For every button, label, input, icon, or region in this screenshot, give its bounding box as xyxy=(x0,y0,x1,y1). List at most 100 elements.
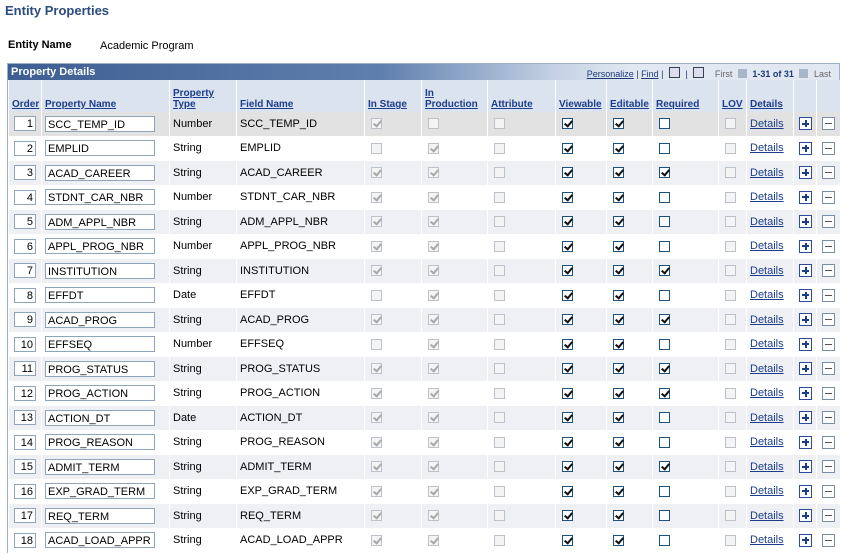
checkbox[interactable] xyxy=(659,485,670,497)
checkbox[interactable] xyxy=(613,387,624,399)
checkbox[interactable] xyxy=(613,142,624,154)
checkbox[interactable] xyxy=(562,534,573,546)
delete-row-button[interactable] xyxy=(822,313,835,327)
name-input[interactable]: ACAD_CAREER xyxy=(45,164,155,181)
delete-row-button[interactable] xyxy=(822,288,835,302)
order-input[interactable]: 1 xyxy=(14,116,36,132)
checkbox[interactable] xyxy=(659,142,670,154)
add-row-button[interactable] xyxy=(799,411,812,425)
name-input[interactable]: ACTION_DT xyxy=(45,409,155,426)
checkbox[interactable] xyxy=(562,314,573,326)
checkbox[interactable] xyxy=(659,461,670,473)
name-input[interactable]: SCC_TEMP_ID xyxy=(45,115,155,132)
checkbox[interactable] xyxy=(613,485,624,497)
checkbox[interactable] xyxy=(659,265,670,277)
order-input[interactable]: 7 xyxy=(14,263,36,279)
column-header[interactable]: Attribute xyxy=(487,80,556,112)
checkbox[interactable] xyxy=(613,191,624,203)
column-header[interactable]: Property Type xyxy=(169,80,237,112)
order-input[interactable]: 15 xyxy=(14,459,36,475)
delete-row-button[interactable] xyxy=(822,435,835,449)
download-icon[interactable] xyxy=(693,67,705,78)
checkbox[interactable] xyxy=(613,534,624,546)
checkbox[interactable] xyxy=(613,363,624,375)
details-link[interactable]: Details xyxy=(750,191,784,204)
view-all-icon[interactable] xyxy=(669,67,680,78)
checkbox[interactable] xyxy=(562,191,573,203)
delete-row-button[interactable] xyxy=(822,337,835,351)
checkbox[interactable] xyxy=(562,216,573,228)
details-link[interactable]: Details xyxy=(750,215,784,228)
details-link[interactable]: Details xyxy=(750,313,784,326)
column-header[interactable]: LOV xyxy=(718,80,747,112)
delete-row-button[interactable] xyxy=(822,166,835,180)
checkbox[interactable] xyxy=(562,510,573,522)
checkbox[interactable] xyxy=(613,314,624,326)
column-header[interactable]: Order xyxy=(8,80,42,112)
checkbox[interactable] xyxy=(613,240,624,252)
add-row-button[interactable] xyxy=(799,264,812,278)
add-row-button[interactable] xyxy=(799,215,812,229)
name-input[interactable]: PROG_ACTION xyxy=(45,385,155,402)
add-row-button[interactable] xyxy=(799,509,812,523)
checkbox[interactable] xyxy=(613,412,624,424)
checkbox[interactable] xyxy=(659,436,670,448)
checkbox[interactable] xyxy=(613,338,624,350)
checkbox[interactable] xyxy=(613,167,624,179)
checkbox[interactable] xyxy=(562,240,573,252)
name-input[interactable]: EFFDT xyxy=(45,287,155,304)
checkbox[interactable] xyxy=(613,461,624,473)
name-input[interactable]: STDNT_CAR_NBR xyxy=(45,189,155,206)
checkbox[interactable] xyxy=(562,363,573,375)
order-input[interactable]: 12 xyxy=(14,385,36,401)
add-row-button[interactable] xyxy=(799,484,812,498)
column-header[interactable]: Viewable xyxy=(555,80,607,112)
column-header[interactable]: Required xyxy=(652,80,719,112)
add-row-button[interactable] xyxy=(799,337,812,351)
name-input[interactable]: PROG_REASON xyxy=(45,434,155,451)
name-input[interactable]: ADMIT_TERM xyxy=(45,458,155,475)
add-row-button[interactable] xyxy=(799,190,812,204)
checkbox[interactable] xyxy=(659,412,670,424)
add-row-button[interactable] xyxy=(799,533,812,547)
checkbox[interactable] xyxy=(562,265,573,277)
column-header[interactable]: In Stage xyxy=(364,80,422,112)
checkbox[interactable] xyxy=(562,436,573,448)
checkbox[interactable] xyxy=(613,289,624,301)
delete-row-button[interactable] xyxy=(822,460,835,474)
checkbox[interactable] xyxy=(659,240,670,252)
name-input[interactable]: EXP_GRAD_TERM xyxy=(45,483,155,500)
delete-row-button[interactable] xyxy=(822,141,835,155)
checkbox[interactable] xyxy=(613,216,624,228)
order-input[interactable]: 6 xyxy=(14,238,36,254)
name-input[interactable]: EFFSEQ xyxy=(45,336,155,353)
checkbox[interactable] xyxy=(659,534,670,546)
delete-row-button[interactable] xyxy=(822,484,835,498)
checkbox[interactable] xyxy=(562,289,573,301)
checkbox[interactable] xyxy=(562,167,573,179)
order-input[interactable]: 3 xyxy=(14,165,36,181)
name-input[interactable]: EMPLID xyxy=(45,140,155,157)
name-input[interactable]: ACAD_PROG xyxy=(45,311,155,328)
checkbox[interactable] xyxy=(562,412,573,424)
checkbox[interactable] xyxy=(562,118,573,130)
checkbox[interactable] xyxy=(562,142,573,154)
column-header[interactable]: Field Name xyxy=(236,80,365,112)
delete-row-button[interactable] xyxy=(822,411,835,425)
order-input[interactable]: 14 xyxy=(14,434,36,450)
add-row-button[interactable] xyxy=(799,141,812,155)
add-row-button[interactable] xyxy=(799,117,812,131)
find-link[interactable]: Find xyxy=(641,69,659,79)
next-button[interactable] xyxy=(799,69,809,78)
details-link[interactable]: Details xyxy=(750,411,784,424)
order-input[interactable]: 9 xyxy=(14,312,36,328)
checkbox[interactable] xyxy=(659,314,670,326)
add-row-button[interactable] xyxy=(799,386,812,400)
delete-row-button[interactable] xyxy=(822,362,835,376)
add-row-button[interactable] xyxy=(799,239,812,253)
checkbox[interactable] xyxy=(613,510,624,522)
checkbox[interactable] xyxy=(659,363,670,375)
checkbox[interactable] xyxy=(613,265,624,277)
details-link[interactable]: Details xyxy=(750,534,784,547)
name-input[interactable]: ADM_APPL_NBR xyxy=(45,213,155,230)
